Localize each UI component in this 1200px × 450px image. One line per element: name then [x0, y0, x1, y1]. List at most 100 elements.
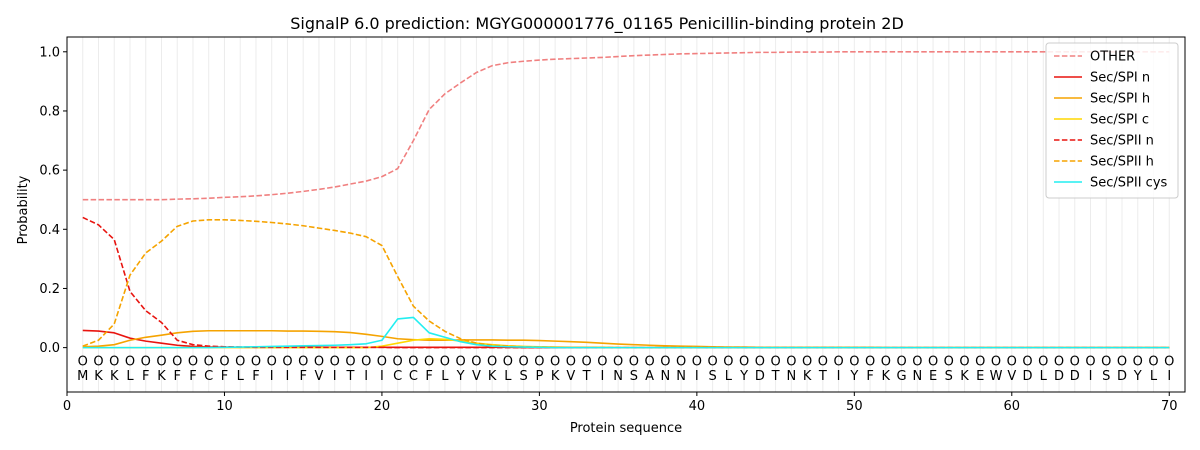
position-marker: O — [991, 354, 1001, 369]
position-marker: O — [582, 354, 592, 369]
y-tick-label: 0.0 — [39, 341, 60, 356]
sequence-letter: N — [660, 369, 670, 384]
position-marker: O — [1007, 354, 1017, 369]
sequence-letter: F — [425, 369, 432, 384]
legend: OTHER Sec/SPI n Sec/SPI h Sec/SPI c Sec/SPII… — [1045, 42, 1179, 199]
sequence-letter: F — [173, 369, 180, 384]
legend-label: Sec/SPII h — [1090, 155, 1154, 170]
x-tick-label: 70 — [1161, 399, 1178, 414]
sequence-letter: F — [252, 369, 259, 384]
position-marker: O — [330, 354, 340, 369]
position-marker: O — [298, 354, 308, 369]
sequence-letter: E — [929, 369, 937, 384]
sequence-letter: L — [1150, 369, 1158, 384]
position-marker: O — [723, 354, 733, 369]
legend-box — [1045, 42, 1179, 199]
position-marker: O — [896, 354, 906, 369]
sequence-letter: I — [286, 369, 290, 384]
position-marker: O — [361, 354, 371, 369]
position-marker: O — [928, 354, 938, 369]
position-marker: O — [393, 354, 403, 369]
sequence-letter: I — [333, 369, 337, 384]
sequence-letter: V — [314, 369, 323, 384]
position-marker: O — [755, 354, 765, 369]
position-marker: O — [944, 354, 954, 369]
position-marker: O — [566, 354, 576, 369]
sequence-letter: S — [630, 369, 638, 384]
series-lines — [82, 50, 1170, 349]
x-tick-label: 10 — [216, 399, 233, 414]
sequence-letter: I — [364, 369, 368, 384]
position-marker: O — [645, 354, 655, 369]
sequence-letter: L — [441, 369, 449, 384]
position-marker: O — [188, 354, 198, 369]
position-marker: O — [865, 354, 875, 369]
sequence-letter: M — [77, 369, 88, 384]
position-marker: O — [660, 354, 670, 369]
sequence-letter: T — [771, 369, 780, 384]
x-axis-title: Protein sequence — [570, 421, 682, 436]
position-marker: O — [345, 354, 355, 369]
legend-label: Sec/SPII cys — [1090, 176, 1168, 191]
legend-label: Sec/SPI c — [1090, 113, 1149, 128]
position-marker: O — [959, 354, 969, 369]
sequence-letter: N — [786, 369, 796, 384]
sequence-letter: K — [488, 369, 497, 384]
position-marker: O — [881, 354, 891, 369]
sequence-letter: V — [472, 369, 481, 384]
sequence-letter: L — [1040, 369, 1048, 384]
sequence-letter: D — [1117, 369, 1127, 384]
sequence-letter: T — [345, 369, 354, 384]
position-marker: O — [1117, 354, 1127, 369]
position-marker: O — [550, 354, 560, 369]
position-marker: O — [377, 354, 387, 369]
position-marker: O — [267, 354, 277, 369]
sequence-letter: S — [708, 369, 716, 384]
sequence-letter: K — [157, 369, 166, 384]
sequence-letter: I — [837, 369, 841, 384]
sequence-letter: F — [866, 369, 873, 384]
legend-label: Sec/SPI n — [1090, 71, 1150, 86]
sequence-letter: G — [897, 369, 907, 384]
sequence-letter: D — [755, 369, 765, 384]
series-line — [82, 50, 1170, 201]
sequence-letter: I — [695, 369, 699, 384]
sequence-letter: Y — [849, 369, 858, 384]
sequence-letter: Y — [456, 369, 465, 384]
position-marker: O — [975, 354, 985, 369]
y-tick-label: 0.8 — [39, 104, 60, 119]
position-marker: O — [78, 354, 88, 369]
position-marker: O — [1164, 354, 1174, 369]
sequence-letter: F — [142, 369, 149, 384]
position-marker: O — [93, 354, 103, 369]
position-marker: O — [534, 354, 544, 369]
sequence-letter: K — [551, 369, 560, 384]
position-marker: O — [1022, 354, 1032, 369]
x-tick-label: 0 — [63, 399, 71, 414]
position-marker: O — [739, 354, 749, 369]
legend-label: Sec/SPII n — [1090, 134, 1154, 149]
position-marker: O — [1133, 354, 1143, 369]
position-marker: O — [314, 354, 324, 369]
sequence-letter: L — [126, 369, 134, 384]
position-marker: O — [251, 354, 261, 369]
position-marker: O — [1038, 354, 1048, 369]
sequence-letter: D — [1054, 369, 1064, 384]
vertical-grid — [82, 37, 1170, 392]
sequence-labels: OMOKOKOLOFOKOFOFOCOFOLOFOIOIOFOVOIOTOIOI… — [77, 354, 1174, 384]
position-marker: O — [1085, 354, 1095, 369]
sequence-letter: T — [818, 369, 827, 384]
position-marker: O — [849, 354, 859, 369]
sequence-letter: E — [976, 369, 984, 384]
sequence-letter: Y — [739, 369, 748, 384]
position-marker: O — [786, 354, 796, 369]
sequence-letter: I — [270, 369, 274, 384]
position-marker: O — [141, 354, 151, 369]
position-marker: O — [456, 354, 466, 369]
position-marker: O — [471, 354, 481, 369]
sequence-letter: L — [504, 369, 512, 384]
sequence-letter: N — [912, 369, 922, 384]
x-tick-label: 40 — [689, 399, 706, 414]
sequence-letter: N — [676, 369, 686, 384]
